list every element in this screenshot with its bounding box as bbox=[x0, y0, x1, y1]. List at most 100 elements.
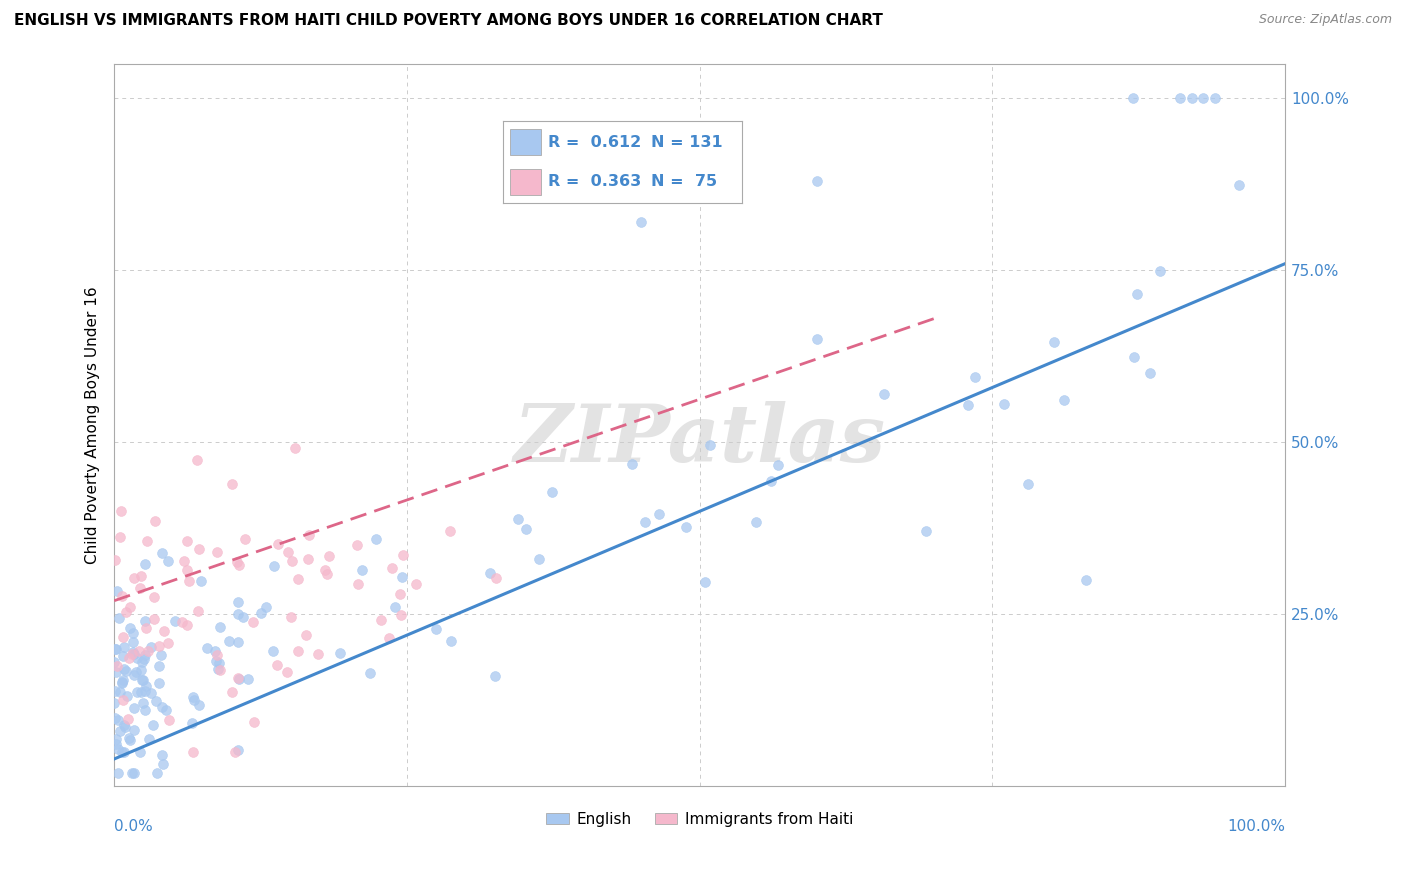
Point bbox=[122, 701, 145, 715]
Point bbox=[218, 634, 240, 648]
Point bbox=[1149, 264, 1171, 278]
Point bbox=[112, 745, 135, 759]
Point bbox=[129, 685, 152, 699]
Point bbox=[145, 765, 167, 780]
Point bbox=[139, 640, 162, 654]
Point bbox=[118, 621, 141, 635]
Point bbox=[112, 673, 135, 688]
Point bbox=[112, 718, 135, 732]
Point bbox=[226, 671, 249, 685]
Point bbox=[515, 522, 537, 536]
Point bbox=[145, 693, 167, 707]
Point bbox=[181, 715, 204, 730]
Point bbox=[254, 600, 277, 615]
Point bbox=[243, 714, 266, 729]
Point bbox=[993, 397, 1015, 411]
Point bbox=[381, 561, 404, 575]
Text: 0.0%: 0.0% bbox=[114, 819, 153, 834]
Bar bbox=[510, 169, 541, 195]
Point bbox=[190, 574, 212, 588]
Point bbox=[131, 673, 153, 687]
Point bbox=[205, 545, 228, 559]
Point bbox=[188, 698, 211, 713]
Point bbox=[131, 569, 153, 583]
Point bbox=[914, 524, 936, 539]
Point bbox=[1192, 91, 1215, 105]
Point bbox=[389, 607, 412, 622]
Point bbox=[205, 648, 228, 662]
Point bbox=[389, 586, 412, 600]
Point bbox=[307, 648, 329, 662]
Point bbox=[963, 369, 986, 384]
Point bbox=[134, 684, 156, 698]
Point bbox=[1204, 91, 1226, 105]
Point bbox=[221, 685, 243, 699]
Point bbox=[370, 613, 392, 627]
Point bbox=[277, 545, 299, 559]
Point bbox=[131, 673, 153, 687]
Point bbox=[127, 651, 149, 665]
Point bbox=[150, 700, 173, 714]
Point bbox=[150, 648, 173, 662]
Point bbox=[1053, 392, 1076, 407]
Point bbox=[103, 696, 125, 710]
Point bbox=[105, 659, 128, 673]
Point bbox=[699, 437, 721, 451]
Point bbox=[221, 477, 243, 491]
Text: R =  0.612: R = 0.612 bbox=[548, 135, 641, 150]
Point bbox=[104, 711, 127, 725]
Point bbox=[143, 515, 166, 529]
Point bbox=[128, 644, 150, 658]
Point bbox=[138, 732, 160, 747]
Point bbox=[157, 713, 180, 727]
Point bbox=[1122, 91, 1144, 105]
Point bbox=[152, 624, 174, 638]
Point bbox=[391, 548, 413, 562]
Point bbox=[1126, 286, 1149, 301]
Point bbox=[208, 657, 231, 671]
Point bbox=[107, 713, 129, 727]
Point bbox=[204, 644, 226, 658]
Point bbox=[136, 644, 159, 658]
Point bbox=[228, 672, 250, 686]
Point bbox=[318, 549, 340, 563]
Point bbox=[104, 642, 127, 657]
Point bbox=[508, 512, 530, 526]
Point bbox=[176, 563, 198, 577]
Text: N = 131: N = 131 bbox=[651, 135, 723, 150]
Point bbox=[163, 614, 186, 628]
Point bbox=[315, 566, 337, 581]
Point bbox=[294, 628, 316, 642]
Point bbox=[384, 600, 406, 615]
Point bbox=[280, 554, 302, 568]
Point bbox=[148, 659, 170, 673]
Point bbox=[121, 635, 143, 649]
Point bbox=[176, 618, 198, 632]
Point bbox=[440, 633, 463, 648]
Point bbox=[235, 532, 257, 546]
Point bbox=[122, 626, 145, 640]
Point bbox=[183, 693, 205, 707]
Point bbox=[314, 563, 336, 577]
Point bbox=[105, 737, 128, 751]
Point bbox=[103, 655, 125, 669]
Text: ZIPatlas: ZIPatlas bbox=[513, 401, 886, 478]
Point bbox=[112, 662, 135, 676]
Point bbox=[111, 675, 134, 690]
Point bbox=[108, 530, 131, 544]
Point bbox=[236, 672, 259, 686]
Point bbox=[170, 615, 193, 629]
Point bbox=[104, 642, 127, 657]
Point bbox=[141, 686, 163, 700]
Point bbox=[132, 652, 155, 666]
Point bbox=[143, 611, 166, 625]
Point bbox=[111, 746, 134, 760]
Point bbox=[115, 689, 138, 703]
Point bbox=[118, 599, 141, 614]
Point bbox=[155, 703, 177, 717]
Point bbox=[873, 386, 896, 401]
Point bbox=[120, 732, 142, 747]
Point bbox=[224, 745, 246, 759]
Point bbox=[263, 559, 285, 574]
Point bbox=[124, 765, 146, 780]
